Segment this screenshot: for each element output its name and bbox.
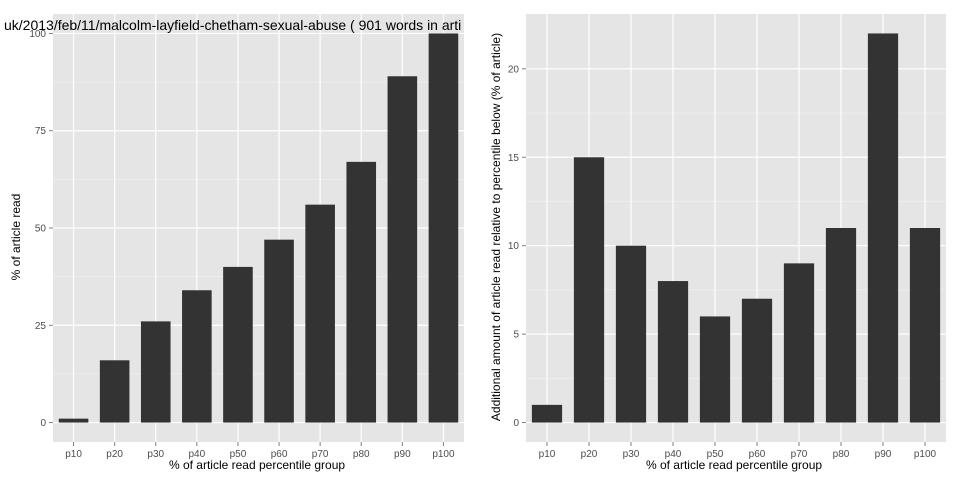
x-axis-label: % of article read percentile group [169,458,345,472]
bar-p60 [264,239,294,423]
x-tick-label: p30 [623,449,640,460]
x-tick-label: p40 [665,449,682,460]
y-tick-label: 0 [513,418,519,429]
bar-p100 [909,228,941,423]
bar-p60 [741,298,773,423]
x-tick-label: p50 [707,449,724,460]
bar-p100 [428,33,459,423]
plot-area: 0 25 50 75 100 p10 p20 p30 p40 p50 p60 p70 p80 p90 p10… [29,14,464,460]
bar-p70 [783,263,815,423]
bar-p80 [346,161,377,423]
x-axis-label: % of article read percentile group [646,458,822,472]
y-tick-label: 100 [29,29,46,40]
y-tick-label: 20 [508,64,520,75]
bar-p10 [531,404,563,423]
y-tick-label: 15 [508,153,520,164]
y-tick-label: 50 [35,224,47,235]
bar-p50 [223,266,253,423]
x-tick-label: p90 [394,449,411,460]
x-tick-label: p100 [914,449,937,460]
bar-p70 [305,204,335,423]
chart-title: uk/2013/feb/11/malcolm-layfield-chetham-… [4,17,461,33]
x-tick-label: p70 [791,449,808,460]
bar-p90 [867,33,899,423]
x-tick-label: p30 [147,449,164,460]
x-tick-label: p60 [271,449,288,460]
chart-left: 0 25 50 75 100 p10 p20 p30 p40 p50 p60 p70 p80 p90 p10… [4,14,464,472]
x-tick-label: p20 [581,449,598,460]
y-tick-label: 75 [35,126,47,137]
y-tick-label: 10 [508,241,520,252]
bar-p20 [99,360,130,423]
bar-p20 [573,157,605,423]
y-axis-label: Additional amount of article read relati… [489,33,503,421]
x-tick-label: p80 [353,449,370,460]
plot-area: 0 5 10 15 20 p10 p20 p30 p40 p50 p60 p70 p80 p90 p100 [508,14,946,460]
x-tick-label: p50 [230,449,247,460]
y-tick-label: 25 [35,321,47,332]
y-axis-label: % of article read [9,194,23,281]
x-tick-label: p10 [65,449,82,460]
x-tick-label: p40 [189,449,206,460]
x-tick-label: p20 [106,449,123,460]
y-tick-label: 0 [40,418,46,429]
x-tick-label: p100 [432,449,455,460]
bar-p40 [657,281,689,423]
bar-p40 [182,290,212,423]
bar-p30 [615,245,647,423]
x-tick-label: p80 [833,449,850,460]
bar-p50 [699,316,731,423]
bar-p80 [825,228,857,423]
x-tick-label: p70 [312,449,329,460]
bar-p30 [140,321,171,423]
bar-p90 [387,76,418,423]
x-tick-label: p10 [539,449,556,460]
y-tick-label: 5 [513,330,519,341]
x-tick-label: p90 [875,449,892,460]
bar-p10 [58,418,89,423]
x-tick-label: p60 [749,449,766,460]
